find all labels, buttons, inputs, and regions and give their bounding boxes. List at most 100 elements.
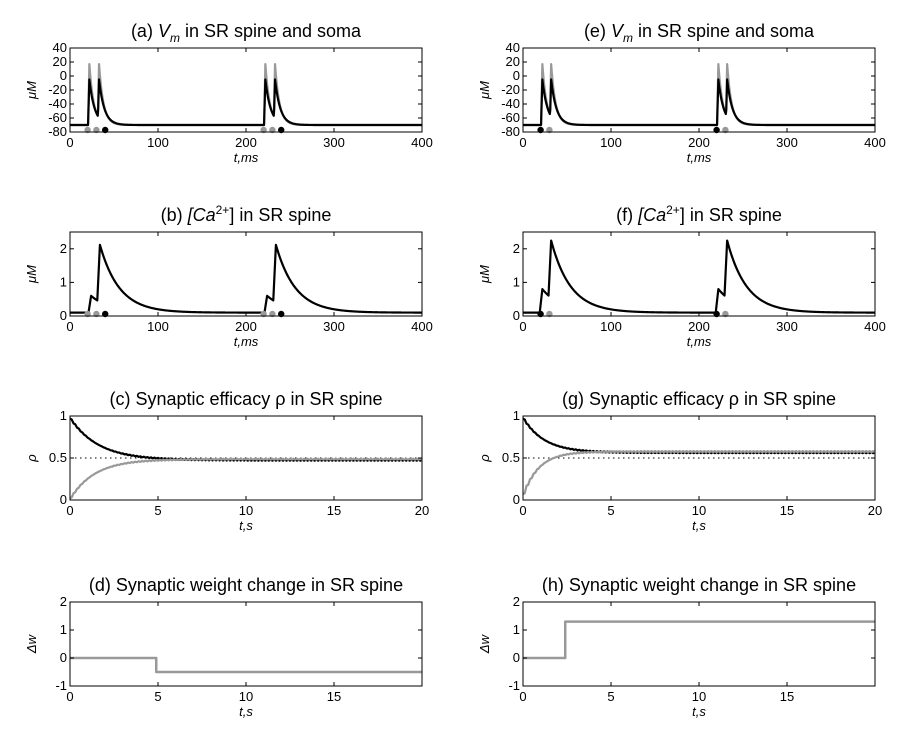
x-axis-label: t,s: [239, 704, 253, 719]
y-tick-label: 20: [53, 54, 67, 69]
axes-frame: [522, 601, 876, 687]
y-tick-label: 2: [513, 241, 520, 256]
x-tick-label: 400: [411, 319, 433, 334]
y-tick-label: 1: [60, 622, 67, 637]
y-tick-label: 0.5: [49, 450, 67, 465]
y-tick-label: 0: [513, 492, 520, 507]
panel-e-plot: [523, 62, 875, 127]
y-axis-label: ρ: [477, 454, 492, 463]
x-tick-label: 0: [66, 319, 73, 334]
y-tick-label: 0.5: [502, 450, 520, 465]
title-part-pre: (c) Synaptic efficacy: [109, 389, 275, 409]
axes-frame: [522, 47, 876, 133]
title-part-post: in SR spine: [285, 389, 382, 409]
title-part-sub: m: [170, 31, 180, 45]
x-tick-label: 100: [600, 319, 622, 334]
y-tick-label: 1: [60, 408, 67, 423]
title-part-main: ρ: [729, 389, 739, 409]
series-line-1: [523, 620, 875, 660]
y-axis-label: ρ: [24, 454, 39, 463]
y-tick-label: 0: [60, 492, 67, 507]
title-part-sup: 2+: [666, 203, 680, 217]
x-tick-label: 400: [864, 319, 886, 334]
y-tick-label: -80: [501, 124, 520, 139]
x-tick-label: 5: [607, 503, 614, 518]
y-tick-label: 0: [513, 650, 520, 665]
series-line-1: [523, 62, 875, 127]
series-line-1: [70, 62, 422, 127]
x-axis-label: t,ms: [234, 334, 259, 349]
y-tick-label: 1: [60, 274, 67, 289]
y-tick-label: 2: [513, 594, 520, 609]
x-tick-label: 20: [868, 503, 882, 518]
x-tick-label: 300: [776, 319, 798, 334]
series-line-1: [523, 417, 875, 455]
x-tick-label: 100: [600, 135, 622, 150]
x-tick-label: 200: [235, 319, 257, 334]
x-tick-label: 100: [147, 319, 169, 334]
x-tick-label: 300: [776, 135, 798, 150]
title-part-main: [Ca: [187, 205, 216, 225]
x-axis-label: t,ms: [687, 334, 712, 349]
panel-a-title: (a) Vm in SR spine and soma: [131, 21, 362, 45]
y-axis-label: μM: [24, 265, 39, 284]
title-part-main: V: [611, 21, 625, 41]
x-tick-label: 200: [688, 319, 710, 334]
panel-g-plot: [523, 417, 875, 496]
y-tick-label: 1: [513, 408, 520, 423]
series-line-1: [70, 243, 422, 314]
y-tick-label: 1: [513, 274, 520, 289]
panel-d: (d) Synaptic weight change in SR spine 0 5…: [24, 575, 423, 719]
title-part-main: [Ca: [637, 205, 666, 225]
y-tick-label: 20: [506, 54, 520, 69]
x-tick-label: 10: [239, 689, 253, 704]
title-part-pre: (g) Synaptic efficacy: [562, 389, 729, 409]
y-tick-label: 0: [60, 650, 67, 665]
series-line-2: [70, 78, 422, 127]
panel-f-plot: [523, 239, 875, 314]
y-tick-label: 1: [513, 622, 520, 637]
title-part-post: in SR spine and soma: [180, 21, 362, 41]
y-tick-label: -20: [501, 82, 520, 97]
x-axis-label: t,ms: [234, 150, 259, 165]
y-tick-label: 0: [60, 68, 67, 83]
series-line-1: [523, 239, 875, 314]
y-tick-label: -40: [501, 96, 520, 111]
x-tick-label: 10: [239, 503, 253, 518]
panel-b-title: (b) [Ca2+] in SR spine: [161, 203, 332, 225]
title-part-pre: (d) Synaptic weight change in SR spine: [89, 575, 403, 595]
y-axis-label: μM: [477, 81, 492, 100]
series-line-2: [70, 457, 422, 500]
title-part-post: ] in SR spine: [229, 205, 331, 225]
y-tick-label: 2: [60, 594, 67, 609]
x-tick-label: 10: [692, 503, 706, 518]
panel-h-title: (h) Synaptic weight change in SR spine: [542, 575, 856, 595]
y-tick-label: -1: [508, 678, 520, 693]
y-tick-label: 40: [506, 40, 520, 55]
x-tick-label: 200: [688, 135, 710, 150]
y-tick-label: 0: [513, 308, 520, 323]
x-tick-label: 20: [415, 503, 429, 518]
panel-b: (b) [Ca2+] in SR spine 0 100 200 300 400 0 1 2 t,…: [24, 203, 433, 349]
title-part-main: ρ: [275, 389, 285, 409]
panel-c-title: (c) Synaptic efficacy ρ in SR spine: [109, 389, 382, 409]
x-tick-label: 400: [411, 135, 433, 150]
panel-f-title: (f) [Ca2+] in SR spine: [616, 203, 782, 225]
y-tick-label: -40: [48, 96, 67, 111]
panel-g: (g) Synaptic efficacy ρ in SR spine 0 5 10 1…: [477, 389, 882, 533]
axes-frame: [69, 231, 423, 317]
series-line-1: [70, 417, 422, 462]
x-tick-label: 15: [327, 689, 341, 704]
panel-h-plot: [523, 620, 875, 660]
x-tick-label: 300: [323, 319, 345, 334]
panel-g-title: (g) Synaptic efficacy ρ in SR spine: [562, 389, 836, 409]
y-tick-label: -60: [48, 110, 67, 125]
title-part-pre: (a): [131, 21, 158, 41]
panel-b-plot: [70, 243, 422, 314]
x-tick-label: 0: [519, 689, 526, 704]
y-tick-label: -80: [48, 124, 67, 139]
x-tick-label: 5: [607, 689, 614, 704]
panel-e-title: (e) Vm in SR spine and soma: [584, 21, 815, 45]
title-part-main: V: [158, 21, 172, 41]
